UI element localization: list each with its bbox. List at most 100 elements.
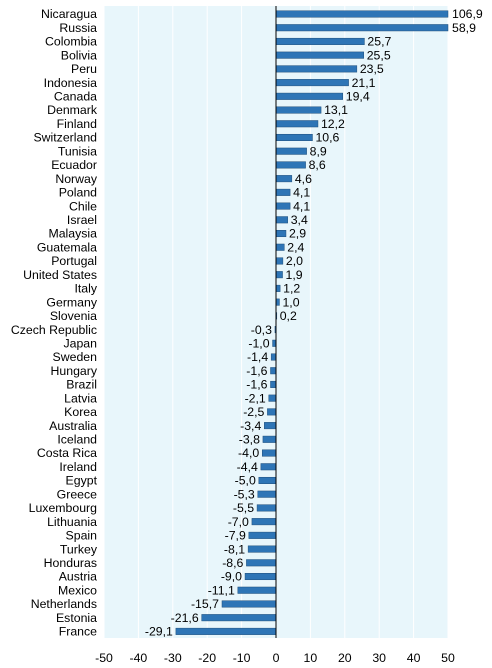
x-tick-label: 40 (407, 651, 421, 665)
category-label: Finland (57, 117, 97, 131)
value-label: 12,2 (321, 117, 345, 131)
bar (275, 24, 449, 32)
category-label: Mexico (58, 583, 97, 597)
value-label: -29,1 (145, 625, 173, 639)
bar (248, 531, 277, 539)
bar (246, 559, 277, 567)
value-label: -11,1 (208, 583, 235, 597)
category-label: Italy (74, 282, 97, 296)
bar (275, 147, 307, 155)
category-label: Nicaragua (41, 7, 97, 21)
category-label: Brazil (66, 378, 97, 392)
category-label: Lithuania (47, 515, 97, 529)
bar (258, 476, 277, 484)
value-label: -3,8 (239, 433, 260, 447)
category-label: Sweden (53, 350, 98, 364)
value-label: -1,6 (246, 364, 267, 378)
bar (275, 51, 364, 59)
category-label: Netherlands (31, 597, 97, 611)
value-label: 3,4 (291, 213, 308, 227)
value-label: 106,9 (452, 7, 483, 21)
category-label: Australia (49, 419, 97, 433)
value-label: 4,6 (295, 172, 312, 186)
value-label: -5,0 (235, 474, 256, 488)
bar (275, 243, 285, 251)
bar (275, 188, 291, 196)
value-labels: 106,958,9 25,725,523,521,119,413,112,210,… (145, 7, 483, 638)
value-label: 2,9 (289, 227, 306, 241)
category-label: Hungary (51, 364, 98, 378)
x-axis-ticks: -50 -40 -30 -20 -10 0 10 20 30 40 50 (95, 651, 455, 665)
category-label: Switzerland (33, 131, 97, 145)
category-label: Latvia (64, 391, 97, 405)
category-label: Turkey (60, 542, 98, 556)
value-label: -8,6 (222, 556, 243, 570)
value-label: -4,4 (237, 460, 258, 474)
value-label: 8,9 (310, 144, 327, 158)
value-label: 23,5 (360, 62, 384, 76)
value-label: -8,1 (224, 542, 245, 556)
bar (267, 408, 277, 416)
bar (275, 216, 288, 224)
category-label: Greece (57, 487, 97, 501)
category-label: Tunisia (58, 144, 97, 158)
value-label: 4,1 (293, 186, 310, 200)
value-label: 25,5 (367, 48, 391, 62)
gridlines (103, 6, 449, 638)
value-label: -4,0 (238, 446, 259, 460)
bar (275, 161, 306, 169)
value-label: 4,1 (293, 199, 310, 213)
bar (264, 422, 277, 430)
category-label: Korea (64, 405, 97, 419)
bar (275, 257, 284, 265)
bar (260, 463, 277, 471)
x-tick-label: 0 (273, 651, 280, 665)
category-label: Austria (59, 570, 97, 584)
bar (251, 518, 277, 526)
x-tick-label: 30 (372, 651, 386, 665)
category-label: Chile (69, 199, 97, 213)
bar (275, 10, 449, 18)
category-label: Malaysia (48, 227, 97, 241)
value-label: 19,4 (346, 90, 370, 104)
bar (275, 175, 293, 183)
bar (262, 435, 277, 443)
value-label: 10,6 (315, 131, 339, 145)
bar (275, 298, 280, 306)
category-label: Bolivia (61, 48, 97, 62)
bar (268, 394, 277, 402)
bar (272, 339, 277, 347)
value-label: 2,4 (287, 240, 304, 254)
category-label: Ireland (59, 460, 97, 474)
value-label: -0,3 (251, 323, 272, 337)
category-label: Norway (55, 172, 98, 186)
bar (275, 230, 287, 238)
bar (270, 367, 277, 375)
bar (221, 600, 277, 608)
bar (247, 545, 277, 553)
bar (275, 133, 313, 141)
bar (275, 79, 349, 87)
category-label: Slovenia (50, 309, 97, 323)
value-label: -21,6 (171, 611, 199, 625)
value-label: -9,0 (221, 570, 242, 584)
category-label: Spain (66, 529, 98, 543)
bar (275, 92, 343, 100)
bar (257, 490, 277, 498)
bar (270, 380, 277, 388)
value-label: 0,2 (280, 309, 297, 323)
value-label: -7,9 (225, 529, 246, 543)
value-label: 21,1 (352, 76, 376, 90)
category-label: Japan (63, 336, 97, 350)
value-label: -2,1 (245, 391, 266, 405)
category-label: Egypt (66, 474, 98, 488)
bar (201, 614, 277, 622)
category-label: Iceland (57, 433, 97, 447)
x-tick-label: -30 (164, 651, 182, 665)
value-label: -1,4 (247, 350, 268, 364)
value-label: 25,7 (367, 35, 391, 49)
value-label: 8,6 (309, 158, 326, 172)
bar (275, 271, 283, 279)
category-label: Estonia (56, 611, 97, 625)
